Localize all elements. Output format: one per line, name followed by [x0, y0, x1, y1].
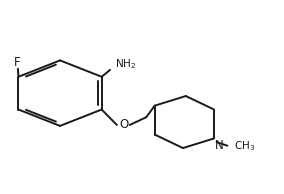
- Text: O: O: [119, 118, 128, 131]
- Text: N: N: [215, 139, 224, 152]
- Text: F: F: [14, 56, 20, 69]
- Text: CH$_3$: CH$_3$: [234, 139, 256, 153]
- Text: NH$_2$: NH$_2$: [115, 57, 136, 71]
